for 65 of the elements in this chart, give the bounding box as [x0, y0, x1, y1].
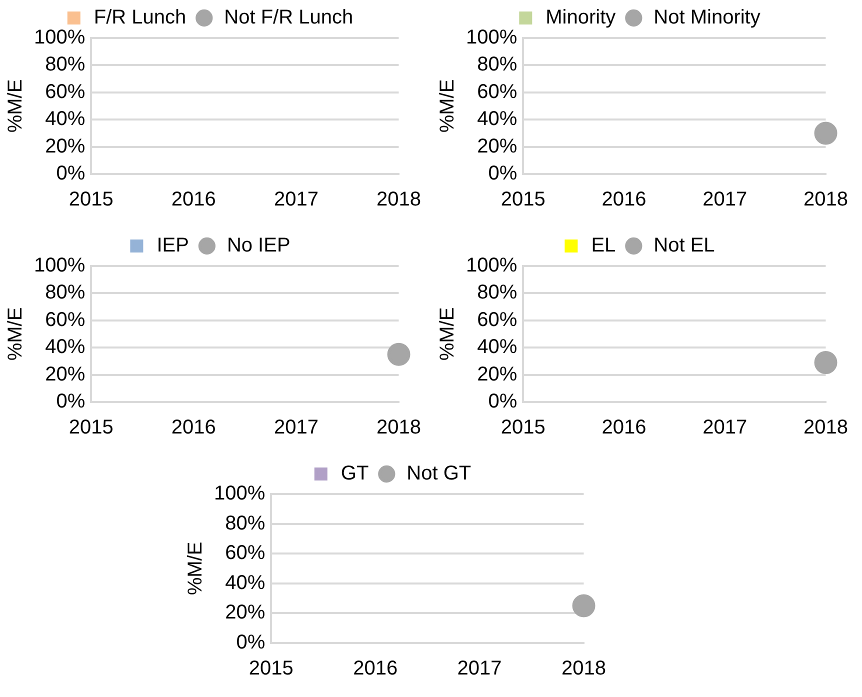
- y-tick-label: 60%: [225, 542, 266, 564]
- x-tick-label: 2015: [68, 188, 114, 211]
- x-tick-label: 2018: [804, 188, 848, 211]
- x-tick-label: 2018: [376, 188, 422, 211]
- y-tick-label: 0%: [56, 162, 86, 185]
- legend-label: EL: [591, 234, 616, 257]
- legend-label: No IEP: [226, 234, 290, 257]
- y-tick-label: 80%: [225, 512, 266, 534]
- y-tick-label: 0%: [56, 390, 86, 413]
- x-tick-label: 2015: [500, 188, 546, 211]
- x-tick-label: 2017: [702, 416, 748, 439]
- y-tick-label: 20%: [225, 602, 266, 624]
- y-tick-label: 0%: [488, 162, 518, 185]
- y-tick-label: 100%: [214, 482, 266, 505]
- legend-label: Not Minority: [654, 6, 760, 29]
- legend-label: GT: [340, 462, 369, 485]
- y-axis-title: %M/E: [4, 307, 27, 361]
- y-tick-label: 20%: [477, 363, 518, 386]
- y-axis-title: %M/E: [436, 307, 459, 361]
- x-tick-label: 2016: [171, 416, 216, 439]
- y-tick-label: 20%: [477, 135, 518, 158]
- x-tick-label: 2018: [562, 658, 606, 680]
- y-tick-label: 20%: [45, 135, 86, 158]
- y-tick-label: 0%: [488, 390, 518, 413]
- legend-label: Not F/R Lunch: [224, 6, 354, 29]
- x-tick-label: 2017: [274, 416, 318, 439]
- y-tick-label: 80%: [45, 282, 86, 304]
- y-tick-label: 60%: [45, 308, 86, 331]
- x-tick-label: 2015: [248, 658, 294, 680]
- legend-label: IEP: [156, 234, 189, 257]
- x-tick-label: 2016: [602, 188, 646, 211]
- x-tick-label: 2017: [274, 188, 318, 211]
- y-tick-label: 100%: [34, 254, 86, 277]
- y-tick-label: 60%: [477, 308, 518, 331]
- x-tick-label: 2015: [500, 416, 546, 439]
- legend-label: Not GT: [406, 462, 472, 485]
- y-tick-label: 40%: [45, 336, 86, 358]
- x-tick-label: 2016: [602, 416, 646, 439]
- x-tick-label: 2017: [702, 188, 748, 211]
- y-tick-label: 100%: [34, 26, 86, 49]
- y-tick-label: 80%: [477, 282, 518, 304]
- legend-label: F/R Lunch: [94, 6, 186, 29]
- x-tick-label: 2016: [353, 658, 398, 680]
- x-tick-label: 2018: [376, 416, 422, 439]
- x-tick-label: 2018: [804, 416, 848, 439]
- y-tick-label: 100%: [466, 254, 518, 277]
- y-tick-label: 0%: [236, 632, 266, 654]
- y-tick-label: 40%: [45, 108, 86, 130]
- y-axis-title: %M/E: [4, 79, 27, 133]
- y-tick-label: 20%: [45, 363, 86, 386]
- y-axis-title: %M/E: [184, 542, 207, 596]
- y-tick-label: 80%: [477, 54, 518, 76]
- y-tick-label: 60%: [477, 80, 518, 103]
- y-tick-label: 40%: [225, 572, 266, 594]
- y-tick-label: 40%: [477, 336, 518, 358]
- y-tick-label: 60%: [45, 80, 86, 103]
- y-tick-label: 100%: [466, 26, 518, 49]
- x-tick-label: 2017: [457, 658, 502, 680]
- x-tick-label: 2015: [68, 416, 114, 439]
- legend-label: Minority: [546, 6, 616, 29]
- y-axis-title: %M/E: [436, 79, 459, 133]
- y-tick-label: 40%: [477, 108, 518, 130]
- x-tick-label: 2016: [171, 188, 216, 211]
- legend-label: Not EL: [654, 234, 715, 257]
- y-tick-label: 80%: [45, 54, 86, 76]
